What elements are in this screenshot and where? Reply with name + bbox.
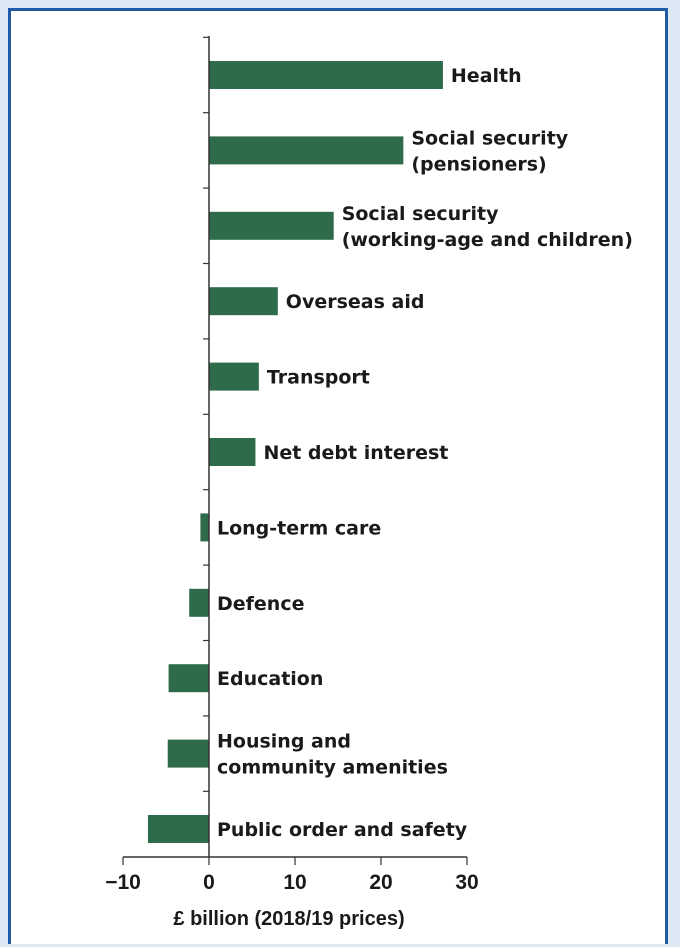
bar-label-7-line-0: Defence <box>217 593 305 615</box>
bar-4 <box>209 362 259 391</box>
bar-label-0: Health <box>451 65 522 87</box>
bars-group <box>147 61 443 843</box>
bar-label-3: Overseas aid <box>286 291 425 313</box>
bar-label-9-line-1: community amenities <box>217 757 448 779</box>
x-tick-label-2: 10 <box>283 871 306 894</box>
x-tick-label-3: 20 <box>369 871 392 894</box>
bar-1 <box>209 136 404 165</box>
bar-label-8-line-0: Education <box>217 668 323 690</box>
bar-label-2-line-1: (working-age and children) <box>342 229 633 251</box>
bar-label-8: Education <box>217 668 323 690</box>
bar-label-6-line-0: Long-term care <box>217 517 381 539</box>
chart-frame: Health Social security (pensioners) Social … <box>8 8 668 944</box>
bar-10 <box>147 815 209 843</box>
bar-label-1: Social security (pensioners) <box>411 127 568 175</box>
bar-label-4: Transport <box>267 367 370 389</box>
x-ticks-group: −10 0 10 20 30 <box>105 857 479 894</box>
bar-label-6: Long-term care <box>217 517 381 539</box>
bar-label-10-line-0: Public order and safety <box>217 819 468 841</box>
bar-7 <box>189 588 209 617</box>
bar-label-3-line-0: Overseas aid <box>286 291 425 313</box>
y-ticks-group <box>203 36 209 792</box>
bar-label-1-line-0: Social security <box>411 127 568 149</box>
bar-label-5-line-0: Net debt interest <box>263 442 448 464</box>
bar-0 <box>209 61 443 89</box>
bar-9 <box>167 739 209 768</box>
bar-3 <box>209 287 278 316</box>
bar-label-4-line-0: Transport <box>267 367 370 389</box>
x-axis-title: £ billion (2018/19 prices) <box>173 908 404 930</box>
bar-label-1-line-1: (pensioners) <box>411 153 546 175</box>
x-tick-label-1: 0 <box>203 871 215 894</box>
x-tick-label-0: −10 <box>105 871 141 894</box>
bar-label-5: Net debt interest <box>263 442 448 464</box>
x-tick-label-4: 30 <box>455 871 478 894</box>
bar-label-2: Social security (working-age and children… <box>342 203 633 251</box>
bar-5 <box>209 438 256 466</box>
bar-label-0-line-0: Health <box>451 65 522 87</box>
bar-label-7: Defence <box>217 593 305 615</box>
bar-2 <box>209 211 334 240</box>
bar-6 <box>200 513 209 542</box>
bar-8 <box>168 664 209 693</box>
bar-label-2-line-0: Social security <box>342 203 499 225</box>
bar-label-10: Public order and safety <box>217 819 468 841</box>
bar-label-9-line-0: Housing and <box>217 731 351 753</box>
bar-label-9: Housing and community amenities <box>217 731 448 779</box>
